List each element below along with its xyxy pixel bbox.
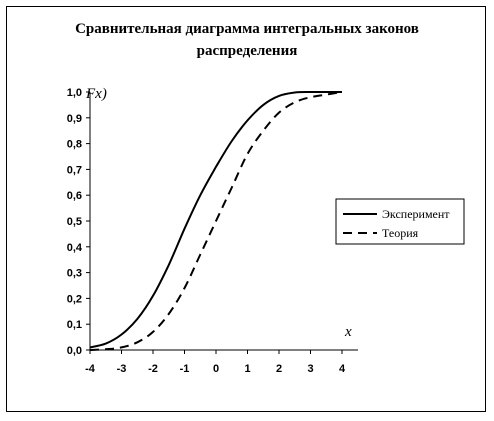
y-tick-label: 0,5 xyxy=(67,216,82,228)
y-tick-label: 0,7 xyxy=(67,164,82,176)
legend-label-experiment: Эксперимент xyxy=(382,207,450,221)
chart-title-line-1: Сравнительная диаграмма интегральных зак… xyxy=(75,21,419,37)
x-tick-label: -4 xyxy=(85,363,96,375)
y-axis-label: Fx) xyxy=(85,86,107,102)
x-tick-label: 4 xyxy=(339,363,346,375)
y-tick-label: 0,8 xyxy=(67,139,82,151)
x-tick-label: -2 xyxy=(148,363,158,375)
x-tick-label: 2 xyxy=(276,363,282,375)
legend-box xyxy=(335,198,465,245)
x-tick-label: 3 xyxy=(307,363,313,375)
y-tick-label: 0,0 xyxy=(67,345,82,357)
y-tick-label: 0,2 xyxy=(67,293,82,305)
series-layer xyxy=(89,90,343,351)
y-tick-label: 0,4 xyxy=(67,242,83,254)
x-tick-label: 0 xyxy=(213,363,219,375)
chart-title-line-2: распределения xyxy=(197,43,298,59)
x-axis-label: x xyxy=(344,324,352,340)
legend: Эксперимент Теория xyxy=(335,198,465,245)
x-tick-label: 1 xyxy=(244,363,250,375)
axes: 0,0 0,1 0,2 0,3 0,4 0,5 0,6 0,7 0,8 0,9 1,0 -4 -3 -2 -… xyxy=(67,87,358,375)
x-tick-label: -1 xyxy=(180,363,190,375)
series-line-theory xyxy=(89,91,343,351)
y-tick-label: 0,9 xyxy=(67,113,82,125)
x-tick-label: -3 xyxy=(117,363,127,375)
legend-label-theory: Теория xyxy=(382,226,419,240)
y-tick-label: 0,3 xyxy=(67,268,82,280)
y-tick-label: 1,0 xyxy=(67,87,82,99)
y-tick-label: 0,6 xyxy=(67,190,82,202)
series-line-experiment xyxy=(89,90,342,349)
y-tick-label: 0,1 xyxy=(67,319,82,331)
